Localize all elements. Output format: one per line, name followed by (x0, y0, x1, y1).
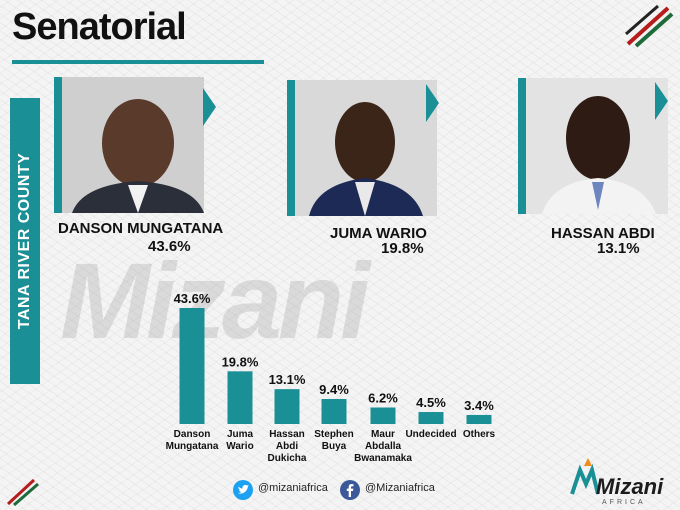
bar-value-label-4: 6.2% (368, 391, 398, 406)
flag-stripes-bottom (6, 478, 39, 506)
candidate-percent-3: 13.1% (597, 240, 640, 257)
mizani-logo: Mizani AFRICA (570, 458, 664, 506)
bar-3 (321, 398, 347, 424)
twitter-icon[interactable] (233, 480, 253, 500)
bar-value-label-1: 19.8% (222, 354, 259, 369)
candidate-percent-2: 19.8% (381, 240, 424, 257)
brand-name: Mizani (596, 474, 664, 499)
twitter-handle[interactable]: @mizaniafrica (258, 482, 328, 494)
candidate-photo-3 (518, 78, 668, 214)
bar-0 (179, 308, 205, 424)
bar-value-label-3: 9.4% (319, 382, 349, 397)
candidate-arrow-2 (426, 84, 439, 122)
candidate-photo-1 (54, 77, 204, 213)
watermark: Mizani (60, 240, 370, 361)
bar-5 (418, 412, 444, 424)
brand-sub: AFRICA (602, 499, 646, 506)
category-label-4-1: Abdalla (365, 441, 402, 452)
candidate-name-1: DANSON MUNGATANA (58, 220, 224, 237)
facebook-handle[interactable]: @Mizaniafrica (365, 482, 435, 494)
category-label-4-0: Maur (371, 429, 395, 440)
candidate-arrow-1 (203, 88, 216, 126)
category-label-6-0: Others (463, 429, 496, 440)
candidate-percent-1: 43.6% (148, 238, 191, 255)
category-label-3-1: Buya (322, 441, 347, 452)
bar-4 (370, 407, 396, 424)
candidate-name-2: JUMA WARIO (330, 225, 427, 242)
county-banner (10, 98, 40, 384)
category-label-2-1: Abdi (276, 441, 298, 452)
category-label-0-1: Mungatana (166, 441, 219, 452)
bar-value-label-6: 3.4% (464, 398, 494, 413)
bar-value-label-5: 4.5% (416, 395, 446, 410)
category-label-2-0: Hassan (269, 429, 305, 440)
candidate-photo-2 (287, 80, 437, 216)
bar-6 (466, 414, 492, 424)
facebook-icon[interactable] (340, 480, 360, 500)
category-label-0-0: Danson (174, 429, 211, 440)
category-label-1-0: Juma (227, 429, 254, 440)
category-label-3-0: Stephen (314, 429, 353, 440)
bar-value-label-2: 13.1% (269, 372, 306, 387)
flag-stripes-top (625, 4, 674, 48)
page-title: Senatorial (12, 6, 187, 48)
category-label-4-2: Bwanamaka (354, 453, 412, 464)
bar-1 (227, 371, 253, 424)
bar-value-label-0: 43.6% (174, 291, 211, 306)
category-label-5-0: Undecided (405, 429, 456, 440)
candidate-arrow-3 (655, 82, 668, 120)
bar-2 (274, 389, 300, 424)
category-label-2-2: Dukicha (268, 453, 307, 464)
category-label-1-1: Wario (226, 441, 253, 452)
candidate-name-3: HASSAN ABDI (551, 225, 655, 242)
title-underline (12, 60, 264, 64)
